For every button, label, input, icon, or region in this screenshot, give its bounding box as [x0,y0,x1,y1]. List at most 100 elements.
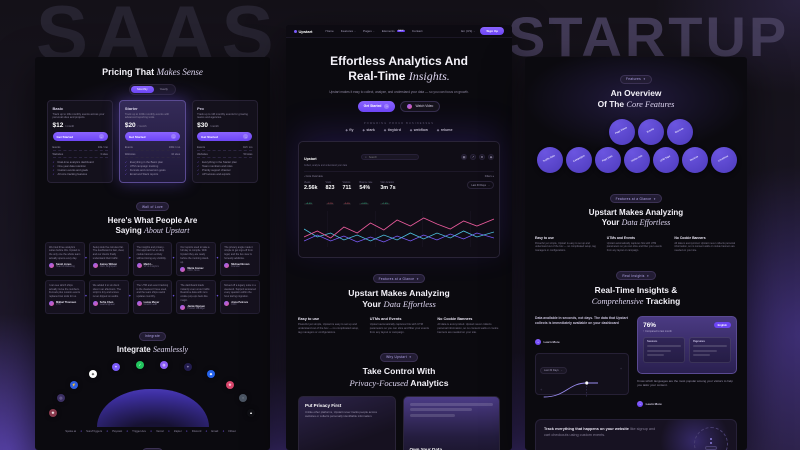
integration-icon: ◆ [207,370,215,379]
testimonial-role: Lead Engineer [99,304,115,307]
brand-logo: tinybird [384,128,401,132]
feature-circle: Locations [711,146,737,173]
plan-period: / month [65,125,75,129]
plan-name: Starter [124,105,138,111]
arrow-right-icon: → [171,134,177,140]
monthly-toggle[interactable]: Monthly [131,85,154,93]
feature-column: No Cookie Banners All data is anonymized… [674,236,737,253]
feature-text: Upstart automatically captures hits with… [369,323,429,335]
get-started-button[interactable]: Get Started → [357,100,396,112]
date-range-select[interactable]: Last 30 Days ⌄ [467,181,494,189]
arrow-right-icon: → [637,401,644,407]
why-upstart-badge: Why Upstart ✦ [380,352,418,362]
hero-title: Effortless Analytics And Real-Time Insig… [330,54,468,84]
features-section: Features at a Glance ✦ Upstart Makes Ana… [525,175,747,253]
plan-feature: API access and exports [197,173,252,177]
plan-card-starter: Starter Track up to 100k monthly events … [119,100,186,183]
integration-arc: ✺ ◎ ⚡ ◈ ✦ ✓ ◍ ✴ ◆ ❋ ◦ ▲ [45,361,260,428]
billing-toggle[interactable]: Monthly Yearly [129,83,176,95]
card-title: Own Your Data [409,447,443,450]
percentage-value: 76% [643,321,656,329]
feature-column: UTMs and Events Upstart automatically ca… [370,317,430,335]
testimonial-card: Moved off a legacy suite in a weekend. S… [220,279,260,315]
get-started-button[interactable]: Get Started → [124,132,181,142]
plan-price: $30 [197,122,209,130]
testimonial-name: Maria Gomez [187,266,204,270]
languages-card: 76% English ↑ Compared to last month Ses… [637,315,737,374]
testimonial-name: Lucas Meyer [143,301,160,305]
testimonials-badge: Wall of Love [135,202,170,212]
plan-feature: Funnels and conversion goals [125,169,180,173]
overview-badge: Features ✦ [620,74,652,84]
logos-caption: POWERING PROUD BUSINESSES [363,121,435,125]
plan-feature: Everything in the Starter plan [197,161,252,165]
search-input-wrap[interactable]: ⌕ [361,154,420,161]
pricing-plans: Basic Track up to 10k monthly events acr… [47,100,258,183]
signup-button[interactable]: Sign Up [480,27,504,35]
nav-item-features[interactable]: Features ⌄ [340,29,357,33]
search-input[interactable] [368,155,416,159]
privacy-first-card: Put Privacy First Unlike other platforms… [298,395,396,450]
integration-icon: ▲ [247,409,255,418]
testimonial-name: Sofia Chen [99,301,114,305]
avatar [49,263,54,269]
hero-subtitle: Upstart makes it easy to collect, analyz… [329,89,469,94]
learn-more-link[interactable]: → Learn More [535,339,560,346]
breadcrumb[interactable]: ‹ Core Overview [304,175,323,179]
plan-feature: UTM campaign tracking [125,165,180,169]
language-selector[interactable]: En (US) ⌄ [461,29,476,33]
arrow-right-icon: → [98,134,104,140]
feature-title: UTMs and Events [606,235,636,240]
feature-title: Easy to use [298,317,320,322]
profile-icon[interactable]: ◉ [488,154,494,161]
avatar [92,263,98,269]
nav-item-pages[interactable]: Pages ⌄ [363,29,375,33]
logo[interactable]: Upstart [294,29,313,34]
testimonial-role: Growth Lead [143,304,157,307]
plan-feature: Team members and roles [197,165,252,169]
share-icon[interactable]: ↗ [470,154,476,161]
nav-item-home[interactable]: Home [325,29,334,33]
language-pill-button[interactable]: English [713,322,731,329]
testimonial-card: I can see which ships actually move the … [45,279,87,315]
nav-item-contact[interactable]: Contact [411,29,423,33]
brand-logo: fly [345,128,353,132]
settings-icon[interactable]: ⚙ [479,154,485,161]
integration-name: Spoke.ai [65,429,82,433]
plan-feature: All core tracking features [53,173,108,177]
testimonial-card: The UTM and event tracking is the cleane… [132,279,175,315]
get-started-button[interactable]: Get Started → [197,132,253,142]
yearly-toggle[interactable]: Yearly [159,87,168,91]
nav-item-elements[interactable]: Elements NEW [381,29,405,33]
plan-feature: Custom events and goals [53,169,108,173]
growth-curve-chart [543,381,598,399]
integration-icon: ✦ [112,363,120,372]
new-badge: NEW [396,29,405,33]
feature-circle: Visitor Info [624,146,650,173]
privacy-section: Why Upstart ✦ Take Control With Privacy-… [286,335,512,450]
testimonial-card: Setup took five minutes flat. The dashbo… [88,241,131,276]
avatar [407,103,413,109]
testimonial-name: Anna Petrova [231,301,248,305]
plan-feature: Everything in the Basic plan [125,161,180,165]
grid-icon[interactable]: ▦ [461,154,467,161]
plan-row: Websites 50 sites [197,151,253,159]
chevron-down-icon: ⌄ [487,183,490,187]
avatar [180,266,186,272]
features-title: Upstart Makes Analyzing Your Data Effort… [588,207,684,228]
data-rows-graphic [409,402,493,417]
plan-name: Pro [197,105,204,111]
filters-button[interactable]: Filters ≡ [484,175,494,179]
learn-more-link[interactable]: → Learn More [637,401,662,407]
mini-panel: Sessions [643,336,686,363]
feature-title: Easy to use [535,235,554,240]
testimonial-role: VP of Analytics [143,266,159,269]
watch-video-button[interactable]: Watch Video [400,100,441,112]
date-range-select[interactable]: Last 30 Days ⌄ [540,367,567,375]
avatar [136,263,142,269]
custom-events-card: Track everything that happens on your we… [535,419,737,450]
plan-description: Track up to 1M monthly events for growin… [197,112,248,120]
pricing-section: Pricing That Makes Sense Monthly Yearly … [35,57,270,187]
get-started-button[interactable]: Get Started → [52,132,108,142]
